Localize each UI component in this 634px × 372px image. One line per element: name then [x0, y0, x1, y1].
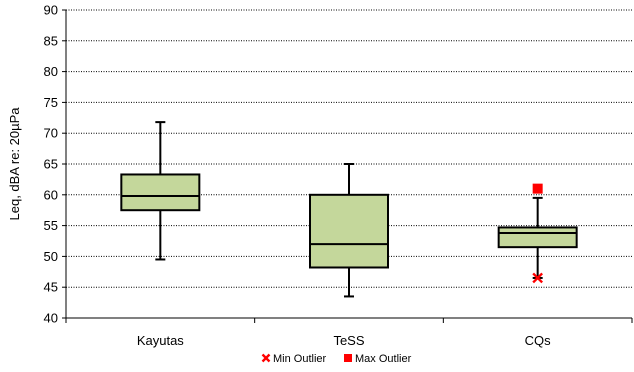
- y-tick-label-50: 50: [44, 249, 58, 264]
- y-tick-label-80: 80: [44, 64, 58, 79]
- x-tick-labels: Kayutas TeSS CQs: [137, 333, 551, 348]
- y-tick-labels: 40 45 50 55 60 65 70 75 80 85 90: [44, 3, 58, 326]
- box-kayutas: [120, 121, 201, 261]
- axes: [62, 9, 633, 323]
- legend: Min Outlier Max Outlier: [261, 353, 412, 365]
- y-tick-label-75: 75: [44, 95, 58, 110]
- y-tick-label-65: 65: [44, 157, 58, 172]
- legend-max-outlier-marker: [344, 354, 352, 362]
- y-tick-label-70: 70: [44, 126, 58, 141]
- x-stroke-b: [261, 353, 271, 363]
- legend-label: Max Outlier: [355, 353, 412, 365]
- legend-min-outlier-marker: [261, 353, 271, 363]
- legend-item-max-outlier: Max Outlier: [344, 353, 412, 365]
- x-tick-label-kayutas: Kayutas: [137, 333, 184, 348]
- box-iqr: [497, 226, 578, 249]
- y-axis-title: Leq, dBA re: 20µPa: [7, 107, 22, 221]
- box-iqr: [309, 193, 389, 269]
- y-tick-label-40: 40: [44, 311, 58, 326]
- x-tick-label-cqs: CQs: [525, 333, 552, 348]
- max-outlier-cqs: [532, 183, 543, 194]
- x-tick-label-tess: TeSS: [333, 333, 364, 348]
- min-outlier-cqs: [532, 272, 544, 284]
- y-tick-label-45: 45: [44, 280, 58, 295]
- box-cqs: [497, 196, 578, 279]
- y-tick-label-55: 55: [44, 218, 58, 233]
- x-stroke-b: [532, 272, 544, 284]
- boxes: [120, 121, 578, 298]
- box-iqr: [120, 173, 201, 212]
- y-tick-label-60: 60: [44, 187, 58, 202]
- legend-label: Min Outlier: [273, 353, 327, 365]
- y-tick-label-90: 90: [44, 3, 58, 18]
- box-tess: [309, 163, 389, 298]
- outliers: [532, 183, 544, 284]
- legend-item-min-outlier: Min Outlier: [261, 353, 327, 365]
- y-tick-label-85: 85: [44, 33, 58, 48]
